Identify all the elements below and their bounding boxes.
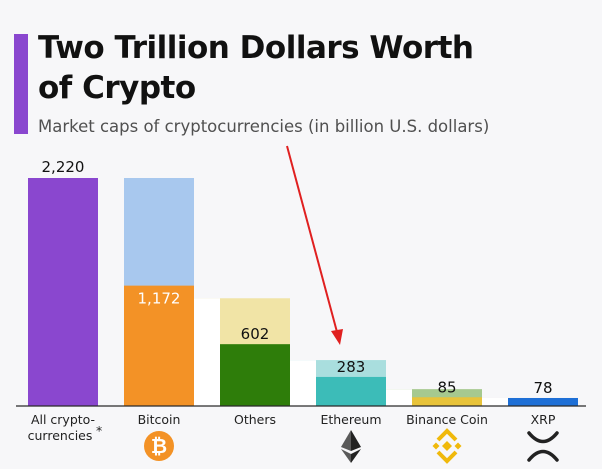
gutter [482,397,508,406]
accent-bar [14,34,28,134]
bar-bitcoin [124,285,194,406]
chart-title: Two Trillion Dollars Worth of Crypto [38,28,558,108]
bar-layer [28,178,578,406]
category-label-xrp: XRP [531,412,556,427]
drop-others [220,298,290,345]
arrow-line [286,145,338,333]
gutter [386,389,412,406]
bar-others [220,344,290,406]
xrp-icon [527,431,559,462]
bar-binance-coin [412,397,482,406]
value-label-all-crypto-currencies: 2,220 [42,158,85,176]
value-label-ethereum: 283 [337,358,366,376]
arrow-head [331,329,343,345]
ethereum-icon [341,430,361,463]
bar-ethereum [316,376,386,406]
annotation-arrow [286,145,343,345]
label-layer: 2,220 1,172 602 283 85 78 All crypto-currencie… [28,158,556,443]
drop-binance-coin [412,389,482,398]
category-label-all-crypto-currencies-line2: currencies [28,428,93,443]
drop-ethereum [316,360,386,377]
category-label-binance-coin: Binance Coin [406,412,488,427]
bar-xrp [508,397,578,406]
category-label-others: Others [234,412,276,427]
category-label-bitcoin: Bitcoin [138,412,181,427]
title-line-2: of Crypto [38,70,196,106]
category-label-ethereum: Ethereum [320,412,381,427]
title-line-1: Two Trillion Dollars Worth [38,30,474,66]
value-label-bitcoin: 1,172 [138,290,181,308]
gutter [194,298,220,406]
icon-layer: ₿ [144,428,559,464]
gutter [290,360,316,406]
svg-text:₿: ₿ [151,434,167,458]
footnote-asterisk: * [96,423,102,438]
chart-subtitle: Market caps of cryptocurrencies (in bill… [38,117,490,136]
binance-coin-icon [432,428,462,464]
category-label-all-crypto-currencies: All crypto- [31,412,95,427]
value-label-xrp: 78 [533,379,552,397]
bar-all-crypto-currencies [28,178,98,406]
bitcoin-icon: ₿ [144,431,174,461]
drop-bitcoin [124,178,194,286]
value-label-others: 602 [241,325,270,343]
value-label-binance-coin: 85 [437,378,456,396]
